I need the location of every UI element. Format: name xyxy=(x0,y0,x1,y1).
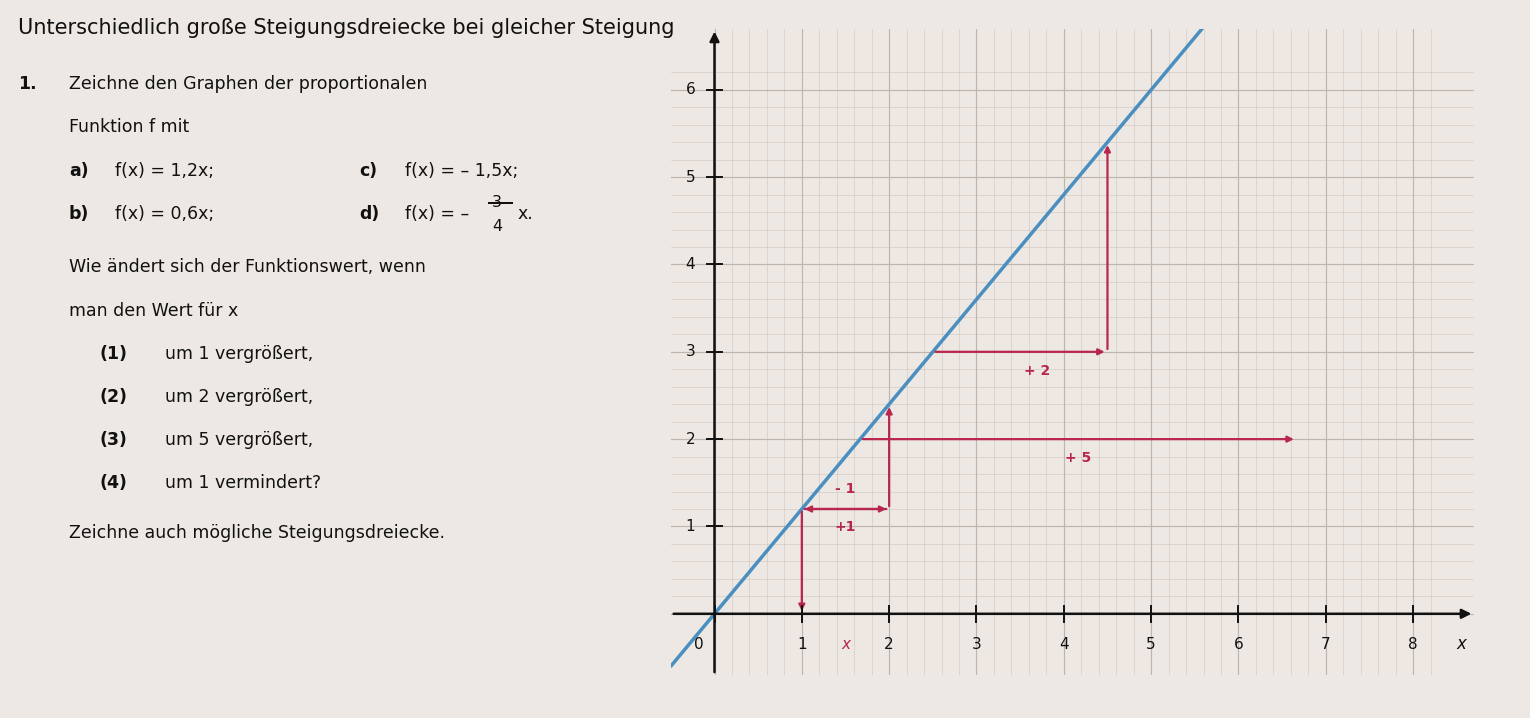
Text: 4: 4 xyxy=(1059,637,1068,652)
Text: 5: 5 xyxy=(685,169,695,185)
Text: f(x) = –: f(x) = – xyxy=(405,205,470,223)
Text: b): b) xyxy=(69,205,89,223)
Text: Wie ändert sich der Funktionswert, wenn: Wie ändert sich der Funktionswert, wenn xyxy=(69,258,425,276)
Text: f(x) = 0,6x;: f(x) = 0,6x; xyxy=(115,205,214,223)
Text: 3: 3 xyxy=(972,637,981,652)
Text: c): c) xyxy=(360,162,378,180)
Text: 0: 0 xyxy=(695,637,704,652)
Text: (4): (4) xyxy=(99,474,127,492)
Text: f(x) = – 1,5x;: f(x) = – 1,5x; xyxy=(405,162,519,180)
Text: 5: 5 xyxy=(1146,637,1157,652)
Text: d): d) xyxy=(360,205,379,223)
Text: x: x xyxy=(1457,635,1466,653)
Text: 2: 2 xyxy=(884,637,894,652)
Text: - 1: - 1 xyxy=(835,482,855,496)
Text: Zeichne auch mögliche Steigungsdreiecke.: Zeichne auch mögliche Steigungsdreiecke. xyxy=(69,524,445,542)
Text: 8: 8 xyxy=(1408,637,1418,652)
Text: +1: +1 xyxy=(835,521,857,534)
Text: um 2 vergrößert,: um 2 vergrößert, xyxy=(165,388,314,406)
Text: 6: 6 xyxy=(685,83,695,98)
Text: (1): (1) xyxy=(99,345,127,363)
Text: um 1 vergrößert,: um 1 vergrößert, xyxy=(165,345,314,363)
Text: x.: x. xyxy=(517,205,532,223)
Text: 7: 7 xyxy=(1320,637,1331,652)
Text: um 5 vergrößert,: um 5 vergrößert, xyxy=(165,431,314,449)
Text: 2: 2 xyxy=(685,432,695,447)
Text: um 1 vermindert?: um 1 vermindert? xyxy=(165,474,321,492)
Text: 3: 3 xyxy=(493,195,502,210)
Text: x: x xyxy=(842,637,851,652)
Text: 6: 6 xyxy=(1233,637,1244,652)
Text: Unterschiedlich große Steigungsdreiecke bei gleicher Steigung: Unterschiedlich große Steigungsdreiecke … xyxy=(18,18,675,38)
Text: a): a) xyxy=(69,162,89,180)
Text: f(x) = 1,2x;: f(x) = 1,2x; xyxy=(115,162,214,180)
Text: + 5: + 5 xyxy=(1065,452,1091,465)
Text: (3): (3) xyxy=(99,431,127,449)
Text: (2): (2) xyxy=(99,388,127,406)
Text: man den Wert für x: man den Wert für x xyxy=(69,302,239,320)
Text: 1.: 1. xyxy=(18,75,37,93)
Text: 3: 3 xyxy=(685,345,695,359)
Text: Funktion f mit: Funktion f mit xyxy=(69,118,190,136)
Text: Zeichne den Graphen der proportionalen: Zeichne den Graphen der proportionalen xyxy=(69,75,427,93)
Text: 1: 1 xyxy=(797,637,806,652)
Text: + 2: + 2 xyxy=(1025,364,1051,378)
Text: 1: 1 xyxy=(685,519,695,534)
Text: 4: 4 xyxy=(685,257,695,272)
Text: 4: 4 xyxy=(493,219,502,234)
